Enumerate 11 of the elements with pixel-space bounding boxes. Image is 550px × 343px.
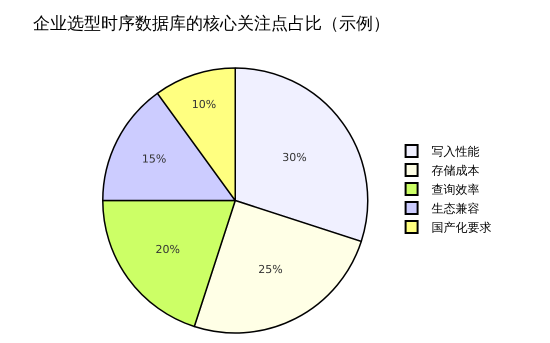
legend-label: 写入性能	[432, 144, 480, 159]
data-label: 20%	[156, 243, 180, 256]
data-label: 25%	[258, 263, 283, 276]
data-label: 15%	[142, 152, 166, 166]
legend-label: 生态兼容	[432, 202, 480, 216]
chart-title: 企业选型时序数据库的核心关注点占比（示例）	[33, 14, 390, 34]
data-label: 10%	[192, 98, 216, 111]
legend-label: 存储成本	[432, 164, 480, 178]
data-label: 30%	[282, 150, 307, 164]
legend-label: 国产化要求	[432, 220, 492, 235]
legend-label: 查询效率	[432, 182, 480, 197]
